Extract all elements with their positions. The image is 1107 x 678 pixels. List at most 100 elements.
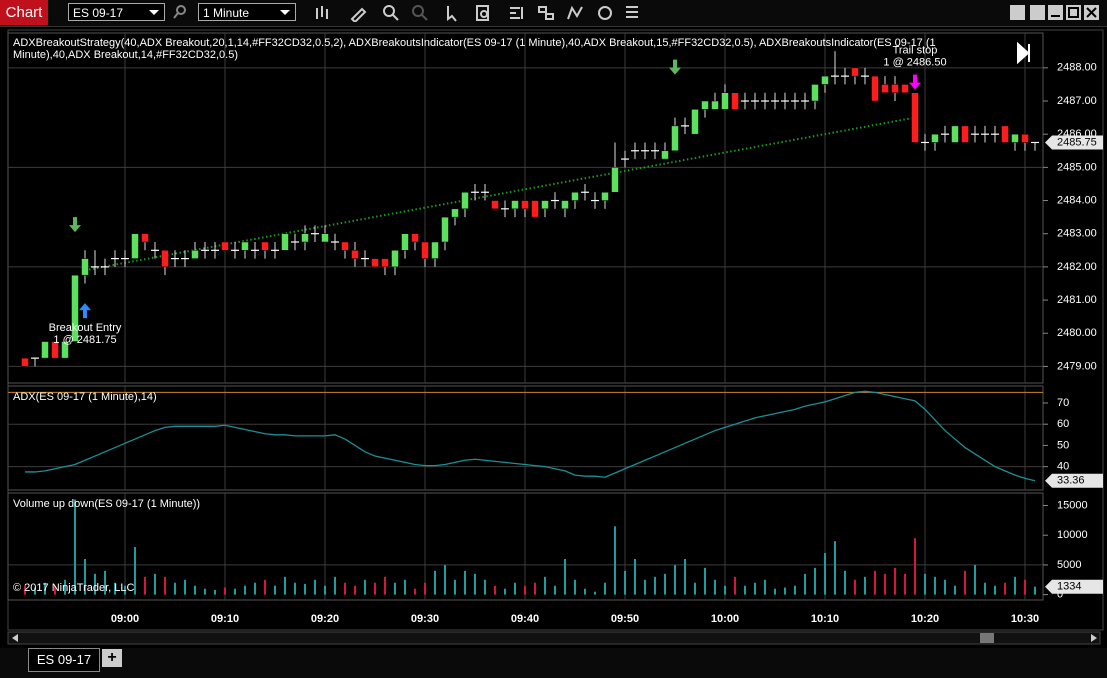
y-tick-label: 0 (1057, 589, 1063, 601)
volume-bar (214, 589, 216, 595)
volume-bar (484, 579, 486, 595)
volume-bar (704, 567, 706, 595)
candle-body (241, 241, 249, 251)
volume-bar (674, 564, 676, 595)
time-label: 09:30 (411, 613, 439, 625)
volume-bar (604, 582, 606, 595)
scrollbar (7, 631, 1101, 645)
candle-body (341, 241, 349, 251)
volume-bar (314, 579, 316, 595)
y-tick-label: 10000 (1057, 529, 1088, 541)
candle-body (371, 258, 379, 268)
y-tick-label: 15000 (1057, 499, 1088, 511)
time-label: 09:20 (311, 613, 339, 625)
candle-body (851, 67, 859, 77)
volume-bar (534, 582, 536, 595)
window-buttons[interactable] (1010, 5, 1105, 21)
candle-body (421, 241, 429, 259)
candle-body (871, 75, 879, 102)
tool-icons[interactable] (314, 4, 644, 22)
volume-bar (204, 588, 206, 595)
volume-bar (984, 582, 986, 595)
volume-bar (434, 570, 436, 595)
candle-body (61, 341, 69, 359)
volume-bar (454, 579, 456, 595)
volume-bar (734, 576, 736, 595)
candle-body (71, 274, 79, 342)
candle-body (391, 250, 399, 268)
volume-bar (114, 582, 116, 595)
volume-bar (424, 582, 426, 595)
candle-body (901, 84, 909, 93)
volume-bar (584, 588, 586, 595)
volume-bar (874, 570, 876, 595)
y-tick-label: 60 (1057, 418, 1069, 430)
time-label: 09:00 (111, 613, 139, 625)
volume-bar (514, 582, 516, 595)
candle-body (451, 208, 459, 218)
volume-bar (334, 576, 336, 595)
candle-body (301, 233, 309, 243)
last-value-box (1045, 135, 1103, 150)
candle-body (161, 250, 169, 268)
volume-bar (284, 576, 286, 595)
volume-bar (354, 585, 356, 595)
volume-bar (764, 579, 766, 595)
adx-line (25, 390, 1036, 482)
candle-body (961, 125, 969, 143)
volume-bar (554, 585, 556, 595)
volume-bar (904, 573, 906, 595)
candle-body (931, 133, 939, 143)
volume-bar (304, 583, 306, 595)
candle-body (141, 233, 149, 243)
candle-body (441, 216, 449, 243)
volume-bar (744, 585, 746, 595)
volume-bar (714, 579, 716, 595)
instrument-tab[interactable]: ES 09-17 (28, 648, 100, 672)
candle-body (671, 125, 679, 152)
y-tick-label: 50 (1057, 439, 1069, 451)
time-label: 10:20 (911, 613, 939, 625)
last-value-box (1045, 473, 1103, 488)
volume-bar (294, 582, 296, 595)
volume-bar (24, 585, 26, 595)
candle-body (721, 92, 729, 110)
candle-body (571, 191, 579, 201)
candle-body (731, 92, 739, 110)
volume-bar (774, 588, 776, 595)
volume-bar (754, 582, 756, 595)
candle-body (41, 341, 49, 359)
volume-bar (44, 582, 46, 595)
signal-arrow (669, 59, 681, 75)
y-tick-label: 70 (1057, 397, 1069, 409)
interval-select[interactable]: 1 Minute (198, 3, 296, 21)
candle-body (541, 200, 549, 210)
volume-bar (254, 582, 256, 595)
volume-bar (564, 558, 566, 595)
volume-bar (244, 585, 246, 595)
volume-bar (864, 576, 866, 595)
candle-body (191, 250, 199, 259)
volume-bar (84, 558, 86, 595)
add-tab[interactable]: + (102, 649, 122, 667)
instrument-select[interactable]: ES 09-17 (68, 3, 165, 21)
volume-bar (264, 579, 266, 595)
search-icon[interactable] (172, 4, 188, 20)
volume-bar (784, 587, 786, 595)
volume-bar (654, 576, 656, 595)
volume-bar (134, 547, 136, 595)
chart-tab[interactable]: Chart (0, 0, 48, 25)
volume-bar (504, 588, 506, 595)
volume-bar (894, 567, 896, 595)
volume-bar (1034, 586, 1036, 595)
y-tick-label: 2485.00 (1057, 161, 1097, 173)
volume-bar (494, 585, 496, 595)
volume-bar (814, 567, 816, 595)
time-label: 09:50 (611, 613, 639, 625)
volume-bar (924, 573, 926, 595)
y-tick-label: 40 (1057, 461, 1069, 473)
candle-body (131, 233, 139, 259)
volume-bar (234, 588, 236, 595)
time-label: 10:00 (711, 613, 739, 625)
